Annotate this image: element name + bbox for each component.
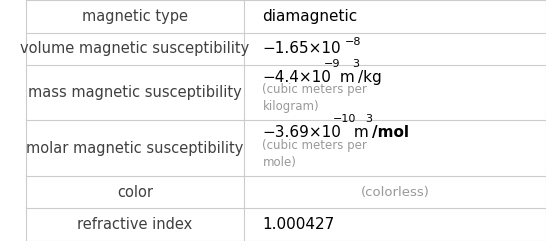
Text: 3: 3 (352, 59, 359, 69)
Text: m: m (335, 70, 355, 85)
Text: −1.65×10: −1.65×10 (263, 41, 341, 56)
Text: (colorless): (colorless) (361, 186, 430, 199)
Text: −10: −10 (333, 114, 357, 124)
Text: volume magnetic susceptibility: volume magnetic susceptibility (20, 41, 250, 56)
Text: /mol: /mol (372, 125, 409, 140)
Text: refractive index: refractive index (78, 217, 193, 232)
Text: m: m (349, 125, 369, 140)
Text: /kg: /kg (358, 70, 382, 85)
Text: 3: 3 (365, 114, 372, 124)
Text: (cubic meters per
mole): (cubic meters per mole) (263, 139, 367, 169)
Text: −3.69×10: −3.69×10 (263, 125, 341, 140)
Text: (cubic meters per
kilogram): (cubic meters per kilogram) (263, 83, 367, 113)
Text: 1.000427: 1.000427 (263, 217, 335, 232)
Text: magnetic type: magnetic type (82, 9, 188, 24)
Text: −4.4×10: −4.4×10 (263, 70, 331, 85)
Text: mass magnetic susceptibility: mass magnetic susceptibility (28, 85, 242, 100)
Text: molar magnetic susceptibility: molar magnetic susceptibility (26, 141, 244, 156)
Text: diamagnetic: diamagnetic (263, 9, 358, 24)
Text: color: color (117, 185, 153, 200)
Text: −9: −9 (324, 59, 340, 69)
Text: −8: −8 (345, 37, 361, 47)
